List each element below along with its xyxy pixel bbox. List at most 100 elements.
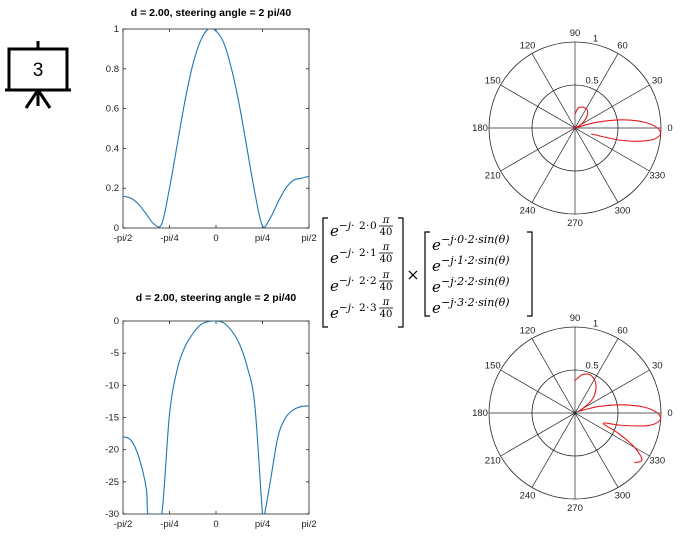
exp-dot: ·	[366, 247, 369, 259]
angle-tick-label: 90	[570, 313, 581, 324]
plot-frame	[122, 320, 310, 515]
angle-tick-label: 330	[649, 456, 665, 467]
fraction-denominator: 40	[380, 254, 393, 265]
angle-tick-label: 270	[567, 503, 583, 514]
exp-blue-term: 2	[370, 275, 377, 287]
exp-base: e	[432, 278, 441, 296]
exp-prefix: −j·	[339, 275, 354, 287]
exp-dot: ·	[366, 275, 369, 287]
bottom-polar-chart: 0.5 1 0 30 60 90 120 150 180 210 240 270 300 330	[472, 313, 673, 514]
exp-blue-term: 3	[370, 302, 377, 314]
exp-red-term: 2	[359, 275, 366, 287]
angle-tick-label: 210	[485, 456, 501, 467]
exp-base: e	[330, 304, 339, 322]
angle-tick-label: 300	[615, 490, 631, 501]
y-tick-label: -10	[105, 380, 119, 391]
left-vector-entry: e −j· 2 · 0 π40	[330, 215, 393, 240]
exp-blue-term: 0	[370, 220, 377, 232]
exp-exponent: −j·3·2·sin(θ)	[441, 296, 510, 309]
presentation-board-icon: 3	[5, 41, 71, 109]
angle-tick-label: 150	[485, 76, 501, 87]
y-tick-label: 0	[114, 223, 119, 234]
angle-tick-label: 180	[472, 408, 488, 419]
bottom-db-chart: d = 2.00, steering angle = 2 pi/40 -pi/2…	[105, 292, 316, 530]
exp-base: e	[330, 249, 339, 267]
angle-tick-label: 60	[617, 326, 628, 337]
x-tick-label: -pi/4	[160, 233, 178, 244]
exp-base: e	[432, 257, 441, 275]
y-tick-label: -30	[105, 509, 119, 520]
exp-red-term: 2	[359, 302, 366, 314]
exp-prefix: −j·	[339, 220, 354, 232]
exp-prefix: −j·	[339, 247, 354, 259]
x-tick-label: -pi/4	[160, 519, 178, 530]
angle-tick-label: 240	[520, 490, 536, 501]
polar-series-line	[574, 373, 662, 464]
y-tick-label: 1	[114, 24, 119, 35]
radial-tick-label: 1	[593, 33, 598, 44]
y-tick-label: 0.8	[106, 64, 119, 75]
fraction-numerator: π	[382, 297, 390, 308]
angle-tick-label: 120	[520, 41, 536, 52]
x-tick-label: pi/2	[301, 519, 316, 530]
y-tick-label: 0.6	[106, 104, 119, 115]
left-matrix-bracket-open	[322, 217, 328, 328]
angle-tick-label: 30	[652, 76, 663, 87]
y-tick-label: -15	[105, 413, 119, 424]
x-tick-label: pi/4	[255, 519, 270, 530]
left-vector-entry: e −j· 2 · 1 π40	[330, 242, 393, 267]
polar-spoke	[500, 369, 650, 457]
left-vector-entry: e −j· 2 · 3 π40	[330, 297, 393, 322]
radial-tick-label: 1	[593, 318, 598, 329]
angle-tick-label: 210	[485, 171, 501, 182]
angle-tick-label: 0	[667, 123, 672, 134]
y-tick-label: 0.2	[106, 183, 119, 194]
x-tick-label: 0	[213, 233, 218, 244]
angle-tick-label: 90	[570, 28, 581, 39]
y-tick-label: 0.4	[106, 143, 119, 154]
chart-title: d = 2.00, steering angle = 2 pi/40	[136, 292, 297, 304]
exp-red-term: 2	[359, 220, 366, 232]
exp-exponent: −j·1·2·sin(θ)	[441, 254, 510, 267]
angle-tick-label: 60	[617, 41, 628, 52]
exp-dot: ·	[366, 302, 369, 314]
x-tick-label: 0	[213, 519, 218, 530]
polar-series-line	[573, 106, 662, 142]
series-line	[123, 321, 309, 514]
exp-red-term: 2	[359, 247, 366, 259]
exp-exponent: −j·0·2·sin(θ)	[441, 233, 510, 246]
angle-tick-label: 30	[652, 361, 663, 372]
fraction-denominator: 40	[380, 309, 393, 320]
y-tick-label: -20	[105, 445, 119, 456]
exp-dot: ·	[366, 220, 369, 232]
top-polar-chart: 0.5 1 0 30 60 90 120 150 180 210 240 270 300 330	[472, 28, 673, 229]
slide-number: 3	[33, 60, 44, 81]
x-tick-label: pi/2	[301, 233, 316, 244]
right-vector-entry: e −j·2·2·sin(θ)	[432, 275, 510, 296]
exp-prefix: −j·	[339, 302, 354, 314]
right-vector-entry: e −j·1·2·sin(θ)	[432, 254, 510, 275]
right-vector-entry: e −j·3·2·sin(θ)	[432, 296, 510, 317]
fraction-numerator: π	[382, 215, 390, 226]
angle-tick-label: 300	[615, 205, 631, 216]
angle-tick-label: 150	[485, 361, 501, 372]
radial-tick-label: 0.5	[585, 361, 598, 372]
y-tick-label: 0	[114, 316, 119, 327]
x-tick-label: pi/4	[255, 233, 270, 244]
angle-tick-label: 240	[520, 205, 536, 216]
angle-tick-label: 270	[567, 218, 583, 229]
angle-tick-label: 180	[472, 123, 488, 134]
y-tick-label: -5	[111, 348, 119, 359]
x-tick-label: -pi/2	[114, 233, 132, 244]
exp-base: e	[432, 299, 441, 317]
right-vector-entry: e −j·0·2·sin(θ)	[432, 233, 510, 254]
left-matrix-bracket-close	[398, 217, 404, 328]
exp-base: e	[330, 222, 339, 240]
fraction-denominator: 40	[380, 227, 393, 238]
x-tick-label: -pi/2	[114, 519, 132, 530]
radial-tick-label: 0.5	[585, 76, 598, 87]
angle-tick-label: 330	[649, 171, 665, 182]
exp-base: e	[330, 277, 339, 295]
chart-title: d = 2.00, steering angle = 2 pi/40	[131, 7, 292, 19]
